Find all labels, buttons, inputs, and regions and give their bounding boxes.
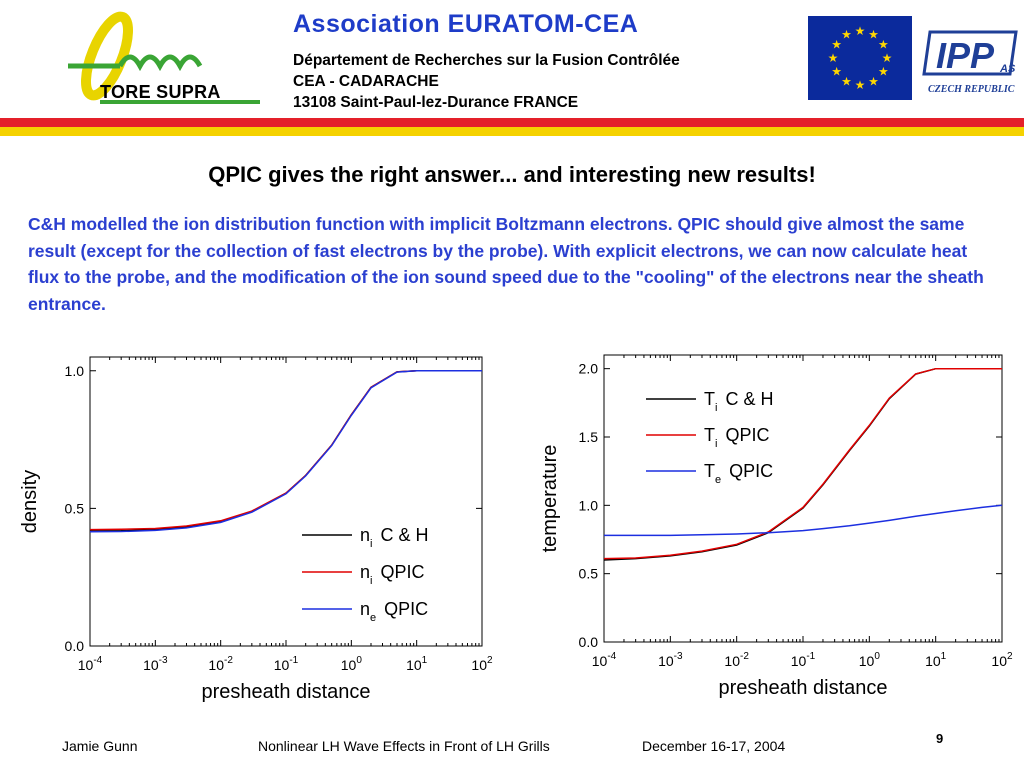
x-tick-label: 10-1 — [274, 655, 299, 673]
charts-area: 10-4 10-3 10-2 10-1 100 101 102 0.0 0.5 1.0 preshe… — [0, 340, 1024, 720]
y-tick-label: 1.0 — [65, 363, 85, 379]
legend-label: ne QPIC — [360, 599, 428, 624]
x-tick-label: 101 — [406, 655, 428, 673]
footer-date: December 16-17, 2004 — [642, 738, 786, 754]
ipp-logo-sub: AS — [999, 63, 1016, 75]
footer-author: Jamie Gunn — [62, 738, 138, 754]
page-number: 9 — [936, 731, 944, 746]
legend-label: Ti QPIC — [704, 425, 769, 450]
legend-label: ni C & H — [360, 525, 428, 550]
y-tick-label: 0.0 — [65, 638, 85, 654]
eu-star-icon: ★ — [868, 74, 879, 88]
y-tick-label: 0.5 — [65, 500, 85, 516]
header-title: Association EURATOM-CEA — [293, 10, 639, 38]
series-line-2 — [89, 370, 482, 531]
y-tick-label: 2.0 — [579, 361, 599, 377]
eu-star-icon: ★ — [868, 28, 879, 42]
ipp-logo-text: IPP — [936, 35, 995, 76]
ipp-country: CZECH REPUBLIC — [928, 84, 1015, 95]
series-line-3 — [604, 504, 1003, 537]
header-site: CEA - CADARACHE — [293, 73, 439, 90]
x-tick-label: 10-2 — [208, 655, 233, 673]
chart-1: 10-4 10-3 10-2 10-1 100 101 102 0.0 0.5 1.0 preshe… — [19, 356, 493, 703]
x-tick-label: 100 — [341, 655, 363, 673]
eu-star-icon: ★ — [831, 65, 842, 79]
eu-star-icon: ★ — [828, 51, 839, 65]
x-tick-label: 10-1 — [791, 651, 816, 669]
eu-star-icon: ★ — [878, 65, 889, 79]
x-axis-label: presheath distance — [718, 677, 887, 699]
legend-label: Ti C & H — [704, 389, 773, 414]
eu-flag: ★ ★ ★ ★ ★ ★ ★ ★ ★ ★ ★ ★ — [808, 16, 912, 100]
x-tick-label: 10-3 — [143, 655, 168, 673]
y-axis-label: density — [19, 470, 41, 533]
header-stripe-yellow — [0, 127, 1024, 136]
x-tick-label: 102 — [471, 655, 493, 673]
footer-talk-title: Nonlinear LH Wave Effects in Front of LH… — [258, 738, 550, 754]
slide-title: QPIC gives the right answer... and inter… — [208, 162, 816, 187]
series-line-3 — [89, 370, 482, 533]
y-tick-label: 1.0 — [579, 497, 599, 513]
legend-label: ni QPIC — [360, 562, 424, 587]
ipp-logo: IPP AS CZECH REPUBLIC — [922, 30, 1018, 96]
x-tick-label: 102 — [991, 651, 1013, 669]
x-axis-label: presheath distance — [201, 681, 370, 703]
x-tick-label: 10-4 — [78, 655, 103, 673]
ipp-logo-graphic: IPP AS CZECH REPUBLIC — [922, 30, 1018, 95]
eu-star-icon: ★ — [882, 51, 893, 65]
y-axis-label: temperature — [539, 445, 561, 553]
x-tick-label: 101 — [925, 651, 947, 669]
eu-star-icon: ★ — [831, 38, 842, 52]
series-line-2 — [603, 367, 1002, 560]
header-department: Département de Recherches sur la Fusion … — [293, 52, 680, 69]
charts-svg: 10-4 10-3 10-2 10-1 100 101 102 0.0 0.5 1.0 preshe… — [19, 354, 1013, 703]
header-stripe-red — [0, 118, 1024, 127]
tore-supra-logo: TORE SUPRA — [60, 6, 275, 116]
eu-star-icon: ★ — [841, 74, 852, 88]
eu-star-icon: ★ — [878, 38, 889, 52]
y-tick-label: 0.5 — [579, 566, 599, 582]
eu-star-icon: ★ — [841, 28, 852, 42]
tore-supra-logo-graphic — [68, 11, 260, 104]
header-address: 13108 Saint-Paul-lez-Durance FRANCE — [293, 94, 579, 111]
x-tick-label: 10-2 — [724, 651, 749, 669]
intro-paragraph: C&H modelled the ion distribution functi… — [28, 214, 984, 314]
x-tick-label: 100 — [859, 651, 881, 669]
logo-text: TORE SUPRA — [100, 82, 221, 102]
chart-2: 10-4 10-3 10-2 10-1 100 101 102 0.0 0.5 1.0 1.5 2.0… — [539, 354, 1013, 699]
y-tick-label: 0.0 — [579, 634, 599, 650]
eu-stars: ★ ★★★★★★★★★★★ — [828, 24, 893, 92]
eu-star-icon: ★ — [855, 24, 866, 38]
eu-star-icon: ★ — [855, 78, 866, 92]
x-tick-label: 10-4 — [592, 651, 617, 669]
legend-label: Te QPIC — [704, 461, 773, 486]
plot-frame — [603, 354, 1003, 643]
series-line-1 — [89, 370, 482, 532]
x-tick-label: 10-3 — [658, 651, 683, 669]
y-tick-label: 1.5 — [579, 429, 599, 445]
